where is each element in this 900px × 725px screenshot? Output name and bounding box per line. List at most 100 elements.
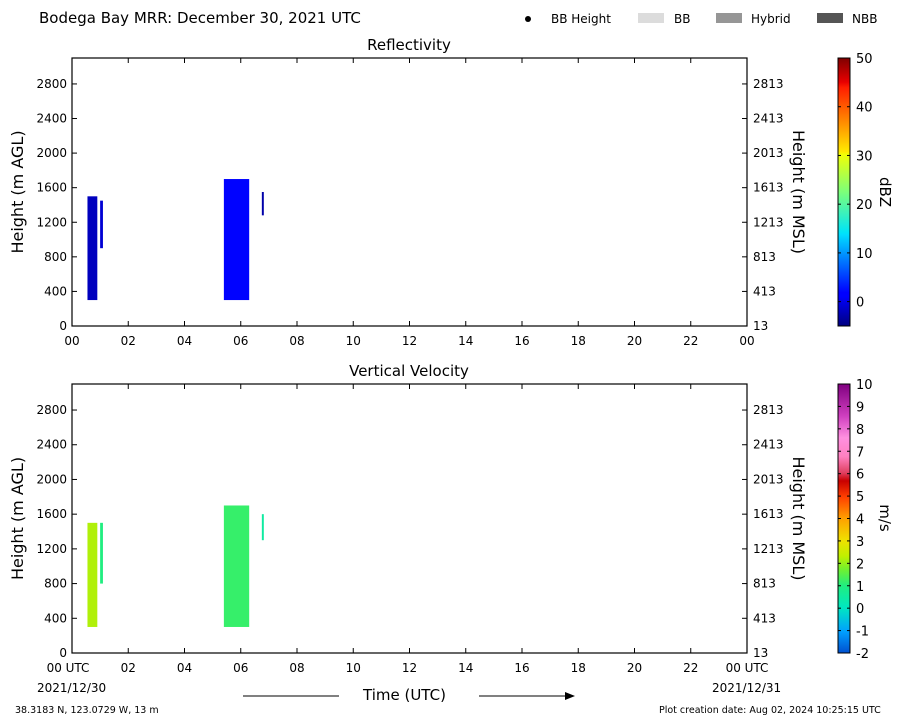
velocity-colorbar-tick-label: 4 [856,513,864,528]
reflectivity-xtick-label: 10 [346,334,361,348]
reflectivity-echo-3 [261,192,264,216]
velocity-xtick-label: 14 [458,661,473,675]
velocity-y2tick-label: 413 [753,611,776,625]
velocity-colorbar-tick-label: 7 [856,445,864,460]
velocity-colorbar-tick-label: 10 [856,378,873,393]
velocity-ytick-label: 2800 [36,403,67,417]
bb-height-dot-icon [525,16,531,22]
reflectivity-echo-0 [87,196,98,301]
velocity-ytick-label: 800 [44,577,67,591]
reflectivity-colorbar-tick-label: 20 [856,198,873,213]
velocity-xtick-label: 22 [683,661,698,675]
reflectivity-xtick-label: 02 [121,334,136,348]
velocity-colorbar-tick-label: 9 [856,400,864,415]
legend-swatch-nbb [817,13,843,23]
reflectivity-echo-1 [100,200,103,249]
velocity-colorbar-label: m/s [876,504,894,532]
reflectivity-y2label: Height (m MSL) [789,130,808,254]
reflectivity-colorbar-tick-label: 30 [856,149,873,164]
reflectivity-ylabel: Height (m AGL) [8,130,27,253]
velocity-y2tick-label: 2013 [753,472,784,486]
reflectivity-xtick-label: 20 [627,334,642,348]
legend-swatch-hybrid [716,13,742,23]
reflectivity-xtick-label: 22 [683,334,698,348]
reflectivity-xtick-label: 04 [177,334,192,348]
reflectivity-y2tick-label: 1613 [753,181,784,195]
reflectivity-xtick-label: 00 [739,334,754,348]
plot-title: Bodega Bay MRR: December 30, 2021 UTC [39,9,361,27]
reflectivity-y2tick-label: 2013 [753,146,784,160]
velocity-colorbar-tick-label: 1 [856,580,864,595]
velocity-colorbar-tick-label: 8 [856,423,864,438]
velocity-echo-1 [100,522,103,584]
reflectivity-axes-frame [71,57,748,327]
reflectivity-ytick-label: 800 [44,250,67,264]
reflectivity-ytick-label: 0 [59,319,67,333]
legend-label-bb: BB [674,12,691,26]
reflectivity-ytick-label: 2800 [36,77,67,91]
velocity-ytick-label: 2400 [36,438,67,452]
velocity-xtick-label: 16 [514,661,529,675]
velocity-title: Vertical Velocity [349,362,469,380]
velocity-y2tick-label: 2813 [753,403,784,417]
reflectivity-xtick-label: 08 [289,334,304,348]
end-date: 2021/12/31 [712,681,782,695]
velocity-echo-0 [87,522,98,627]
reflectivity-y2tick-label: 2813 [753,77,784,91]
reflectivity-ytick-label: 400 [44,284,67,298]
velocity-ytick-label: 2000 [36,472,67,486]
velocity-ytick-label: 1600 [36,507,67,521]
reflectivity-colorbar-tick-label: 10 [856,247,873,262]
velocity-colorbar-tick-label: 6 [856,468,864,483]
velocity-xtick-label: 06 [233,661,248,675]
plot-creation-date: Plot creation date: Aug 02, 2024 10:25:1… [659,705,881,716]
reflectivity-y2tick-label: 13 [753,319,768,333]
reflectivity-xtick-label: 18 [571,334,586,348]
velocity-colorbar-tick-label: 0 [856,602,864,617]
velocity-xtick-label: 18 [571,661,586,675]
velocity-xtick-label: 04 [177,661,192,675]
reflectivity-xtick-label: 14 [458,334,473,348]
legend-label-nbb: NBB [852,12,878,26]
velocity-ytick-label: 400 [44,611,67,625]
velocity-y2tick-label: 2413 [753,438,784,452]
reflectivity-xtick-label: 12 [402,334,417,348]
velocity-colorbar-tick-label: 3 [856,535,864,550]
time-axis-label: Time (UTC) [363,686,446,704]
legend-swatch-bb [638,13,664,23]
reflectivity-xtick-label: 00 [64,334,79,348]
reflectivity-y2tick-label: 413 [753,284,776,298]
velocity-xtick-label: 00 UTC [726,661,769,675]
velocity-y2tick-label: 813 [753,577,776,591]
velocity-colorbar-tick-label: -1 [856,625,869,640]
velocity-ytick-label: 0 [59,646,67,660]
velocity-xtick-label: 10 [346,661,361,675]
velocity-axes-frame [71,383,748,654]
start-date: 2021/12/30 [37,681,107,695]
reflectivity-colorbar-label: dBZ [876,177,894,207]
reflectivity-y2tick-label: 1213 [753,215,784,229]
reflectivity-ytick-label: 2400 [36,112,67,126]
reflectivity-ytick-label: 2000 [36,146,67,160]
velocity-xtick-label: 08 [289,661,304,675]
velocity-xtick-label: 00 UTC [47,661,90,675]
reflectivity-colorbar-tick-label: 50 [856,52,873,67]
velocity-echo-2 [223,505,250,627]
reflectivity-y2tick-label: 2413 [753,112,784,126]
velocity-ylabel: Height (m AGL) [8,457,27,580]
reflectivity-colorbar-tick-label: 0 [856,296,864,311]
velocity-ytick-label: 1200 [36,542,67,556]
velocity-colorbar-tick-label: 5 [856,490,864,505]
time-axis-arrow-icon [565,692,575,700]
reflectivity-y2tick-label: 813 [753,250,776,264]
velocity-y2label: Height (m MSL) [789,456,808,580]
velocity-y2tick-label: 1213 [753,542,784,556]
legend-label-bb-height: BB Height [551,12,611,26]
velocity-y2tick-label: 13 [753,646,768,660]
velocity-xtick-label: 20 [627,661,642,675]
reflectivity-title: Reflectivity [367,36,451,54]
reflectivity-xtick-label: 16 [514,334,529,348]
velocity-echo-3 [261,514,264,541]
reflectivity-xtick-label: 06 [233,334,248,348]
